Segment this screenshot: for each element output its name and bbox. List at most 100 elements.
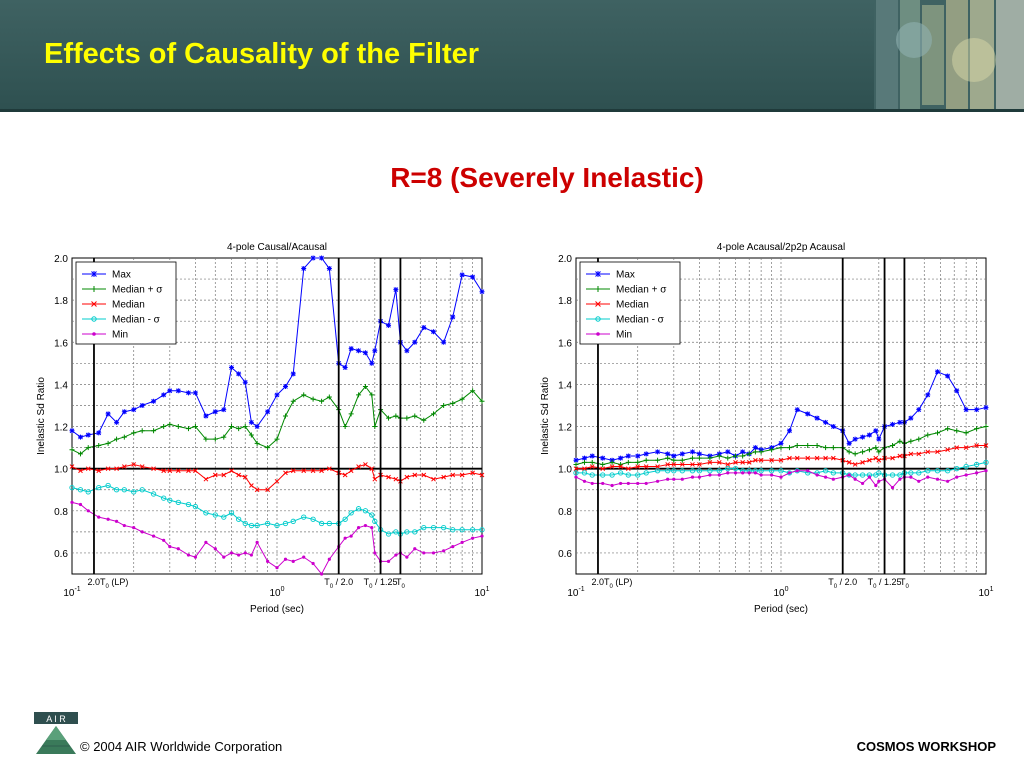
data-point xyxy=(963,445,969,450)
legend-marker xyxy=(91,301,97,307)
data-point xyxy=(716,459,722,465)
data-point xyxy=(106,517,110,521)
data-point xyxy=(290,468,296,474)
data-point xyxy=(752,449,758,455)
data-point xyxy=(897,438,903,444)
data-point xyxy=(356,348,362,354)
data-point xyxy=(355,506,362,512)
data-point xyxy=(228,510,235,516)
data-point xyxy=(326,394,332,400)
data-point xyxy=(121,464,127,469)
data-point xyxy=(679,457,685,463)
data-point xyxy=(643,457,649,463)
legend: Max Median + σ Median Median - σ Min xyxy=(75,261,177,345)
y-tick-label: 0.8 xyxy=(558,507,572,518)
data-point xyxy=(794,455,800,461)
legend-label: Median - σ xyxy=(616,315,665,326)
data-point xyxy=(877,479,881,483)
data-point xyxy=(831,477,835,481)
data-point xyxy=(935,477,940,481)
data-point xyxy=(386,415,392,421)
data-point xyxy=(643,464,649,469)
data-point xyxy=(983,459,989,465)
data-point xyxy=(860,459,865,465)
x-axis-label: Period (sec) xyxy=(754,604,808,614)
data-point xyxy=(393,413,399,419)
data-point xyxy=(665,462,671,467)
data-point xyxy=(372,424,378,430)
data-point xyxy=(908,470,914,476)
data-point xyxy=(421,472,427,478)
data-point xyxy=(175,388,181,394)
y-tick-label: 1.0 xyxy=(558,465,572,476)
data-point xyxy=(778,440,784,446)
data-point xyxy=(291,559,295,563)
data-point xyxy=(254,424,260,430)
data-point xyxy=(213,547,217,551)
data-point xyxy=(186,553,191,557)
data-point xyxy=(589,453,595,459)
data-point xyxy=(581,459,587,465)
data-point xyxy=(362,384,368,390)
data-point xyxy=(725,462,731,467)
data-point xyxy=(708,473,712,477)
data-point xyxy=(151,398,157,404)
chart-causal-acausal: 4-pole Causal/Acausal 0.6 0.8 1.0 1.2 1.4 1.6 1… xyxy=(30,234,490,614)
data-point xyxy=(139,487,145,493)
data-point xyxy=(814,442,820,448)
data-point xyxy=(610,483,614,488)
data-point xyxy=(235,516,242,522)
data-point xyxy=(778,468,784,474)
data-point xyxy=(394,553,398,557)
data-point xyxy=(625,453,631,459)
slide-subtitle: R=8 (Severely Inelastic) xyxy=(390,162,704,193)
period-marker-label: T0 xyxy=(900,577,910,590)
data-point xyxy=(310,468,316,474)
data-point xyxy=(193,555,198,559)
data-point xyxy=(405,555,409,559)
data-point xyxy=(105,466,111,472)
data-point xyxy=(963,430,969,436)
x-tick-label: 101 xyxy=(978,586,993,599)
data-point xyxy=(573,470,579,476)
data-point xyxy=(716,468,722,474)
data-point xyxy=(725,449,731,455)
data-point xyxy=(412,472,418,478)
data-point xyxy=(470,274,476,280)
data-point xyxy=(69,464,75,469)
data-point xyxy=(573,466,579,472)
data-point xyxy=(393,529,399,535)
data-point xyxy=(733,471,738,475)
data-point xyxy=(393,287,399,293)
data-point xyxy=(96,468,102,474)
data-point xyxy=(916,407,922,413)
x-tick-label: 10-1 xyxy=(567,586,584,599)
data-point xyxy=(342,424,348,430)
data-point xyxy=(204,540,208,544)
data-point xyxy=(404,529,410,535)
x-tick-label: 100 xyxy=(773,586,788,599)
data-point xyxy=(282,413,288,419)
period-marker-label: 2.0T0 (LP) xyxy=(592,577,633,590)
data-point xyxy=(282,520,289,527)
data-point xyxy=(909,475,913,479)
data-point xyxy=(167,388,173,394)
data-point xyxy=(752,445,758,451)
data-point xyxy=(185,390,191,396)
data-point xyxy=(697,475,702,479)
data-point xyxy=(356,464,361,469)
data-point xyxy=(131,462,137,467)
data-point xyxy=(672,477,676,481)
y-tick-label: 1.4 xyxy=(558,380,572,391)
data-point xyxy=(372,348,378,354)
data-point xyxy=(795,469,799,473)
y-axis-label: Inelastic Sd Ratio xyxy=(540,377,551,455)
data-point xyxy=(582,466,587,472)
data-point xyxy=(266,559,270,563)
data-point xyxy=(582,479,587,483)
y-tick-label: 0.6 xyxy=(54,549,68,560)
data-point xyxy=(265,445,271,451)
data-point xyxy=(973,461,980,468)
data-point xyxy=(625,459,631,465)
data-point xyxy=(945,447,951,453)
